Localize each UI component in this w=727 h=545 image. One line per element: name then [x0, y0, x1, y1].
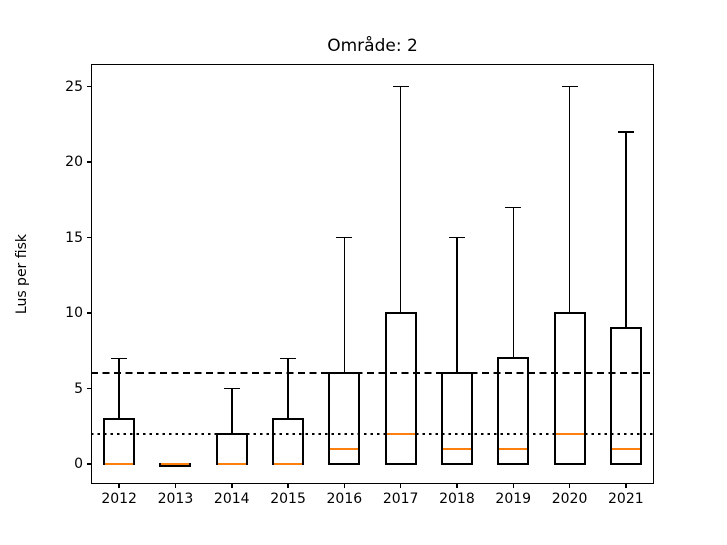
- x-tick: [287, 484, 289, 488]
- y-tick-label: 20: [65, 154, 83, 171]
- y-axis-label-text: Lus per fisk: [14, 233, 30, 315]
- x-tick-label: 2021: [608, 491, 644, 507]
- whisker: [231, 388, 233, 434]
- median-line: [161, 463, 190, 466]
- box: [497, 357, 530, 466]
- y-tick-label: 25: [65, 78, 83, 95]
- box: [103, 417, 136, 466]
- x-tick: [399, 484, 402, 488]
- whisker-cap: [336, 236, 353, 239]
- x-tick: [568, 484, 571, 488]
- whisker: [343, 237, 346, 374]
- x-tick: [512, 484, 514, 488]
- whisker-cap: [617, 131, 634, 133]
- y-tick: [87, 236, 91, 239]
- median-line: [442, 447, 471, 450]
- whisker: [512, 207, 514, 359]
- y-tick-label: 5: [74, 380, 83, 397]
- box: [215, 432, 248, 466]
- x-tick: [343, 484, 346, 488]
- x-tick: [118, 484, 120, 488]
- median-line: [105, 463, 134, 466]
- median-line: [611, 447, 640, 450]
- whisker-cap: [561, 85, 578, 88]
- box: [440, 372, 473, 466]
- whisker-cap: [448, 236, 465, 239]
- y-tick: [87, 85, 91, 88]
- median-line: [386, 432, 415, 435]
- box: [553, 312, 586, 466]
- y-tick: [87, 463, 91, 465]
- y-tick: [87, 387, 91, 390]
- x-tick-label: 2019: [495, 491, 532, 507]
- y-tick-label: 10: [65, 305, 83, 322]
- y-tick-label: 15: [65, 229, 83, 246]
- x-tick: [625, 484, 627, 488]
- median-line: [217, 463, 246, 466]
- box: [328, 372, 361, 466]
- whisker: [118, 358, 120, 419]
- whisker-cap: [111, 357, 128, 360]
- x-tick: [456, 484, 458, 488]
- x-tick: [231, 484, 233, 488]
- reference-line-dashed: [91, 372, 654, 375]
- y-tick: [87, 161, 91, 163]
- whisker-cap: [392, 85, 409, 88]
- reference-line-dotted: [91, 432, 654, 436]
- x-tick-label: 2020: [551, 491, 588, 507]
- x-tick: [174, 484, 177, 488]
- x-tick-label: 2014: [213, 491, 250, 507]
- x-tick-label: 2012: [101, 491, 137, 507]
- box: [609, 327, 642, 466]
- whisker: [625, 131, 627, 329]
- y-tick: [87, 312, 91, 314]
- x-tick-label: 2018: [439, 491, 475, 507]
- chart-title: Område: 2: [327, 36, 418, 56]
- box: [272, 417, 305, 466]
- whisker: [399, 86, 402, 314]
- y-axis-label: Lus per fisk: [12, 64, 32, 484]
- median-line: [274, 463, 303, 466]
- box: [384, 312, 417, 466]
- x-tick-label: 2013: [157, 491, 194, 507]
- whisker: [287, 358, 289, 419]
- x-tick-label: 2017: [382, 491, 419, 507]
- x-tick-label: 2016: [326, 491, 363, 507]
- whisker: [456, 237, 458, 374]
- plot-area: 0 5 10 15 20 25 2012 2013 2014 2015 2016 2017 2018 20…: [65, 64, 654, 507]
- whisker-cap: [223, 387, 240, 390]
- y-tick-label: 0: [74, 456, 83, 473]
- whisker: [568, 86, 571, 314]
- whisker-cap: [280, 357, 297, 360]
- median-line: [555, 432, 584, 435]
- median-line: [499, 447, 528, 450]
- median-line: [330, 447, 359, 450]
- whisker-cap: [505, 206, 522, 209]
- x-tick-label: 2015: [270, 491, 306, 507]
